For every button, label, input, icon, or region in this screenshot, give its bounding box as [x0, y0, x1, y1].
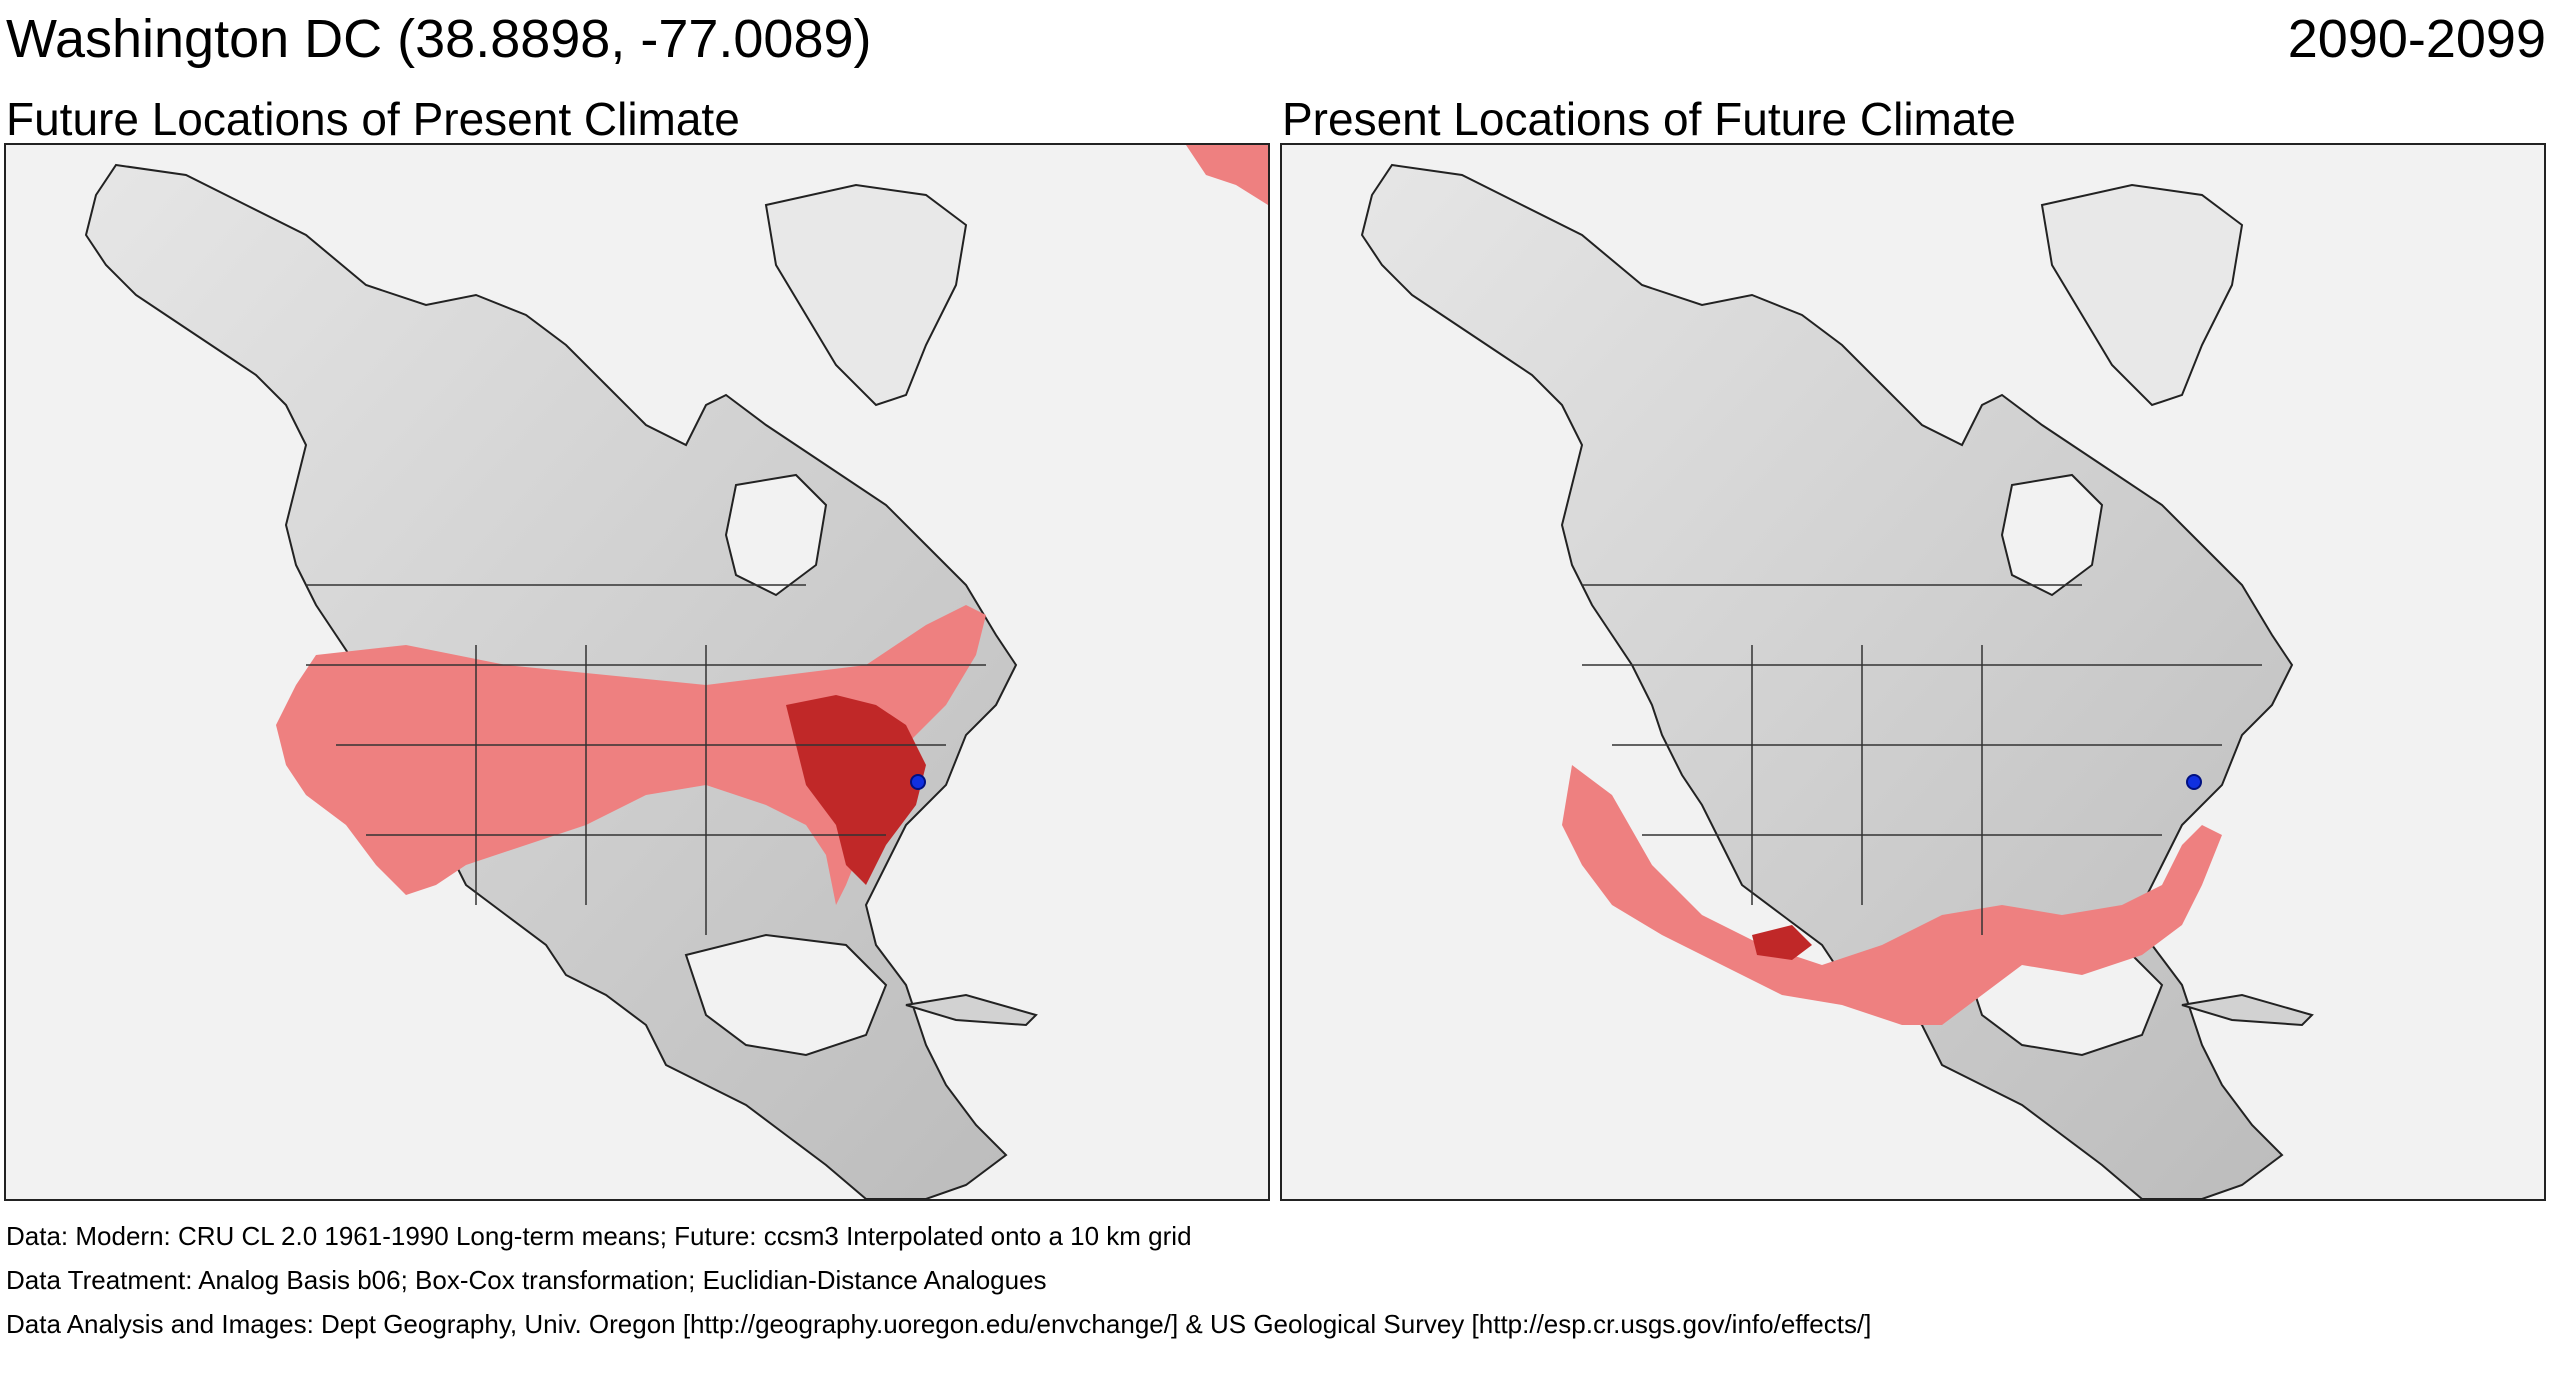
location-marker [2186, 774, 2202, 790]
footer-analysis: Data Analysis and Images: Dept Geography… [6, 1309, 1872, 1339]
left-map [6, 145, 1268, 1199]
admin-borders [306, 584, 986, 935]
gulf-of-mexico [684, 933, 888, 1057]
footer-treatment: Data Treatment: Analog Basis b06; Box-Co… [6, 1265, 1047, 1295]
analog-region-light [1562, 765, 2222, 1025]
analog-region-arctic [1186, 145, 1268, 205]
analog-region-dark [786, 695, 926, 885]
location-marker [910, 774, 926, 790]
analog-region-dark [1752, 925, 1812, 960]
left-map-panel [4, 143, 1270, 1201]
cuba [905, 993, 1038, 1027]
right-panel-title: Present Locations of Future Climate [1282, 93, 2016, 145]
period-title: 2090-2099 [2287, 9, 2546, 69]
left-panel-title: Future Locations of Present Climate [6, 93, 740, 145]
hudson-bay [724, 473, 828, 597]
hudson-bay [2000, 473, 2104, 597]
cuba [2181, 993, 2314, 1027]
analog-region-light [276, 605, 986, 905]
admin-borders [1582, 584, 2262, 935]
right-map-panel [1280, 143, 2546, 1201]
footer-data: Data: Modern: CRU CL 2.0 1961-1990 Long-… [6, 1221, 1192, 1251]
greenland [2040, 183, 2244, 407]
greenland [764, 183, 968, 407]
right-map [1282, 145, 2544, 1199]
location-title: Washington DC (38.8898, -77.0089) [6, 9, 872, 69]
